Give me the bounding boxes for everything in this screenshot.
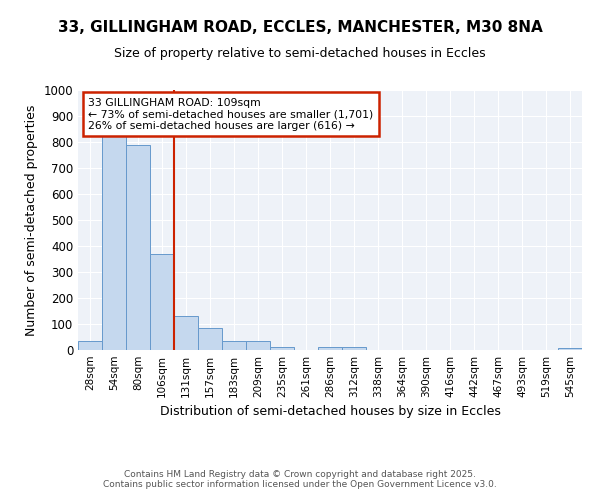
Bar [318, 347, 342, 350]
Bar [558, 348, 582, 350]
Bar [174, 316, 198, 350]
X-axis label: Distribution of semi-detached houses by size in Eccles: Distribution of semi-detached houses by … [160, 406, 500, 418]
Bar [342, 347, 366, 350]
Y-axis label: Number of semi-detached properties: Number of semi-detached properties [25, 104, 38, 336]
Bar [78, 341, 102, 350]
Bar [150, 254, 174, 350]
Bar [102, 134, 126, 350]
Bar [198, 328, 222, 350]
Text: 33, GILLINGHAM ROAD, ECCLES, MANCHESTER, M30 8NA: 33, GILLINGHAM ROAD, ECCLES, MANCHESTER,… [58, 20, 542, 35]
Bar [270, 347, 294, 350]
Bar [222, 341, 246, 350]
Bar [126, 144, 150, 350]
Text: 33 GILLINGHAM ROAD: 109sqm
← 73% of semi-detached houses are smaller (1,701)
26%: 33 GILLINGHAM ROAD: 109sqm ← 73% of semi… [88, 98, 373, 131]
Text: Size of property relative to semi-detached houses in Eccles: Size of property relative to semi-detach… [114, 48, 486, 60]
Text: Contains HM Land Registry data © Crown copyright and database right 2025.
Contai: Contains HM Land Registry data © Crown c… [103, 470, 497, 489]
Bar [246, 341, 270, 350]
